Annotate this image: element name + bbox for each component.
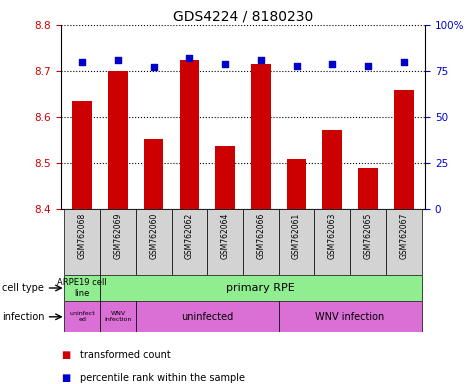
Text: primary RPE: primary RPE: [227, 283, 295, 293]
Bar: [144, 139, 163, 209]
Text: cell type: cell type: [2, 283, 44, 293]
Point: [114, 57, 122, 63]
Point: [364, 63, 372, 69]
Bar: [65, 209, 100, 275]
Text: GSM762063: GSM762063: [328, 213, 337, 259]
Bar: [100, 301, 136, 332]
Bar: [279, 301, 421, 332]
Bar: [100, 275, 421, 301]
Text: transformed count: transformed count: [80, 350, 171, 360]
Bar: [243, 209, 279, 275]
Text: uninfected: uninfected: [181, 312, 233, 322]
Text: GSM762061: GSM762061: [292, 213, 301, 259]
Bar: [323, 129, 342, 209]
Text: GSM762069: GSM762069: [114, 213, 123, 259]
Text: GSM762060: GSM762060: [149, 213, 158, 259]
Bar: [358, 168, 378, 209]
Bar: [171, 209, 207, 275]
Point: [257, 57, 265, 63]
Bar: [215, 146, 235, 209]
Bar: [108, 71, 128, 209]
Text: ■: ■: [61, 373, 70, 383]
Point: [78, 59, 86, 65]
Title: GDS4224 / 8180230: GDS4224 / 8180230: [173, 10, 313, 24]
Bar: [136, 301, 279, 332]
Bar: [279, 209, 314, 275]
Bar: [207, 209, 243, 275]
Bar: [100, 209, 136, 275]
Text: GSM762066: GSM762066: [256, 213, 266, 259]
Bar: [394, 90, 414, 209]
Text: uninfect
ed: uninfect ed: [69, 311, 95, 322]
Text: ■: ■: [61, 350, 70, 360]
Point: [150, 64, 158, 70]
Text: GSM762065: GSM762065: [363, 213, 372, 259]
Bar: [287, 159, 306, 209]
Bar: [251, 64, 271, 209]
Bar: [350, 209, 386, 275]
Point: [328, 61, 336, 67]
Point: [293, 63, 300, 69]
Bar: [386, 209, 421, 275]
Text: infection: infection: [2, 312, 45, 322]
Bar: [65, 301, 100, 332]
Bar: [72, 101, 92, 209]
Bar: [136, 209, 171, 275]
Text: GSM762064: GSM762064: [220, 213, 229, 259]
Point: [400, 59, 408, 65]
Point: [221, 61, 229, 67]
Text: WNV infection: WNV infection: [315, 312, 385, 322]
Text: GSM762062: GSM762062: [185, 213, 194, 259]
Bar: [65, 275, 100, 301]
Text: percentile rank within the sample: percentile rank within the sample: [80, 373, 245, 383]
Text: WNV
infection: WNV infection: [104, 311, 132, 322]
Text: GSM762068: GSM762068: [78, 213, 87, 259]
Bar: [180, 60, 199, 209]
Point: [186, 55, 193, 61]
Text: ARPE19 cell
line: ARPE19 cell line: [57, 278, 107, 298]
Text: GSM762067: GSM762067: [399, 213, 408, 259]
Bar: [314, 209, 350, 275]
